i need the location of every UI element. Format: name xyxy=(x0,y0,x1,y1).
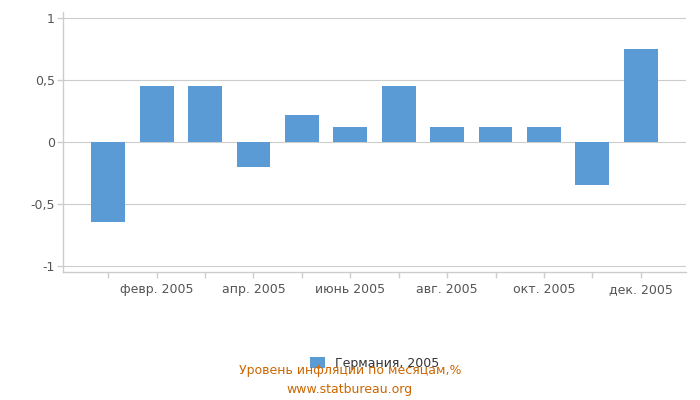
Bar xyxy=(575,142,609,185)
Bar xyxy=(237,142,270,167)
Bar xyxy=(188,86,222,142)
Bar xyxy=(479,127,512,142)
Bar xyxy=(382,86,416,142)
Bar xyxy=(285,115,318,142)
Bar xyxy=(140,86,174,142)
Bar xyxy=(624,49,658,142)
Bar xyxy=(333,127,368,142)
Bar xyxy=(91,142,125,222)
Legend: Германия, 2005: Германия, 2005 xyxy=(305,352,444,375)
Bar xyxy=(527,127,561,142)
Text: Уровень инфляции по месяцам,%
www.statbureau.org: Уровень инфляции по месяцам,% www.statbu… xyxy=(239,364,461,396)
Bar xyxy=(430,127,464,142)
